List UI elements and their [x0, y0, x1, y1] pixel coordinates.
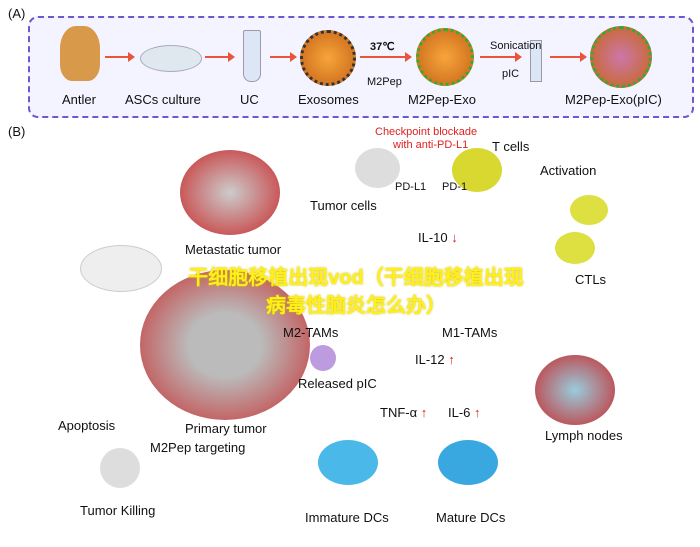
mature-dc-icon [438, 440, 498, 485]
metastatic-tumor-label: Metastatic tumor [185, 242, 282, 257]
immature-dcs-label: Immature DCs [305, 510, 389, 525]
mature-dcs-label: Mature DCs [436, 510, 506, 525]
arrow [105, 52, 135, 62]
m2pep-label: M2Pep [367, 76, 402, 88]
tnf-label: TNF-α ↑ [380, 405, 427, 420]
checkpoint-label: Checkpoint blockade [375, 126, 478, 138]
arrow [360, 52, 412, 62]
lymph-node-icon [535, 355, 615, 425]
tumor-killing-label: Tumor Killing [80, 503, 156, 518]
pd-1-label: PD-1 [442, 181, 468, 193]
il10-label: IL-10 ↓ [418, 230, 458, 245]
tumor-killing-icon [100, 448, 140, 488]
lymph-nodes-label: Lymph nodes [545, 428, 623, 443]
deer-icon [60, 26, 100, 81]
tumor-cells-label: Tumor cells [310, 198, 377, 213]
panel-a-tag: (A) [8, 6, 26, 21]
activation-label: Activation [540, 163, 597, 178]
label-exosomes: Exosomes [298, 92, 359, 107]
panel-a [28, 16, 694, 118]
primary-tumor-label: Primary tumor [185, 421, 267, 436]
arrow [270, 52, 297, 62]
arrow [550, 52, 587, 62]
m2pep-targeting-label: M2Pep targeting [150, 440, 246, 455]
released-pic-label: Released pIC [298, 376, 377, 391]
il12-text: IL-12 [415, 352, 445, 367]
tumor-cell-icon [355, 148, 400, 188]
ctl-icon [555, 232, 595, 264]
checkpoint-label-2: with anti-PD-L1 [393, 139, 469, 151]
exosome-icon [300, 30, 356, 86]
down-arrow-icon: ↓ [451, 230, 458, 245]
ctls-label: CTLs [575, 272, 607, 287]
ctl-icon [570, 195, 608, 225]
petri-dish-icon [140, 45, 202, 72]
arrow [480, 52, 522, 62]
il10-text: IL-10 [418, 230, 448, 245]
mouse-icon [80, 245, 162, 292]
overlay-watermark-text: 干细胞移植出现vod（干细胞移植出现病毒性脑炎怎么办） [188, 267, 524, 317]
label-ascs: ASCs culture [125, 92, 201, 107]
tube-icon [243, 30, 261, 82]
m1-tams-label: M1-TAMs [442, 325, 498, 340]
t-cells-label: T cells [492, 139, 530, 154]
temp-label: 37℃ [370, 41, 395, 53]
arrow [205, 52, 235, 62]
label-m2pep-exo-pic: M2Pep-Exo(pIC) [565, 92, 662, 107]
m2-tams-label: M2-TAMs [283, 325, 339, 340]
label-uc: UC [240, 92, 259, 107]
pic-label: pIC [502, 68, 520, 80]
up-arrow-icon: ↑ [420, 405, 428, 420]
tnf-text: TNF-α [380, 405, 418, 420]
panel-b-tag: (B) [8, 124, 26, 139]
apoptosis-label: Apoptosis [58, 418, 116, 433]
label-m2pep-exo: M2Pep-Exo [408, 92, 476, 107]
immature-dc-icon [318, 440, 378, 485]
up-arrow-icon: ↑ [474, 405, 481, 420]
il12-label: IL-12 ↑ [415, 352, 455, 367]
sonication-label: Sonication [490, 40, 542, 52]
m2pep-exo-icon [416, 28, 474, 86]
t-cell-icon [452, 148, 502, 192]
m2pep-exo-pic-icon [590, 26, 652, 88]
sonication-tube-icon [530, 40, 542, 82]
primary-tumor-icon [140, 270, 310, 420]
up-arrow-icon: ↑ [448, 352, 455, 367]
pic-particles-icon [310, 345, 336, 371]
label-antler: Antler [62, 92, 96, 107]
metastatic-tumor-icon [180, 150, 280, 235]
il6-text: IL-6 [448, 405, 471, 420]
pd-l1-label: PD-L1 [395, 181, 427, 193]
il6-label: IL-6 ↑ [448, 405, 481, 420]
